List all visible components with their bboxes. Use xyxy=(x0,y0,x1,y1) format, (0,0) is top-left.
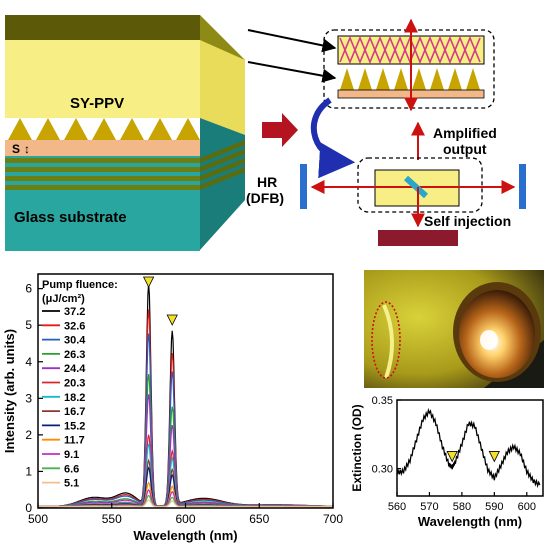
amplified-label-1: Amplified xyxy=(433,125,497,141)
stripes xyxy=(5,140,245,190)
series-line xyxy=(38,443,333,508)
legend-entry: 20.3 xyxy=(64,378,85,390)
plot-frame xyxy=(396,399,544,497)
x-tick-label: 650 xyxy=(249,512,269,526)
layer-label: SY-PPV xyxy=(70,95,124,112)
x-tick-label: 570 xyxy=(420,501,438,513)
hr-label-1: HR xyxy=(257,174,277,190)
pointer-arrow-top xyxy=(247,29,337,53)
x-tick-label: 700 xyxy=(323,512,343,526)
emission-chart: 500 550 600 650 700 0 1 2 3 4 5 6 Wavelength (nm) Int… xyxy=(2,273,343,543)
y-tick-label: 2 xyxy=(25,428,32,442)
legend-entry: 24.4 xyxy=(64,363,86,375)
y-tick-label: 0.30 xyxy=(372,464,393,476)
peak-marker-icon xyxy=(166,314,178,326)
grating-triangles xyxy=(8,118,200,140)
left-mirror xyxy=(300,164,307,209)
legend-entry: 16.7 xyxy=(64,406,85,418)
spacing-label: S xyxy=(12,142,20,156)
spacer-layer xyxy=(5,140,200,156)
x-tick-label: 550 xyxy=(102,512,122,526)
x-tick-label: 600 xyxy=(175,512,195,526)
x-tick-label: 600 xyxy=(518,501,536,513)
x-axis-label: Wavelength (nm) xyxy=(133,528,237,543)
waveguide-detail xyxy=(323,18,495,112)
legend-title-2: (μJ/cm²) xyxy=(42,293,85,305)
y-tick-label: 0.35 xyxy=(372,395,393,407)
extinction-chart: 560 570 580 590 600 0.30 0.35 Wavelength (nm) Ex… xyxy=(350,395,544,529)
legend-entry: 6.6 xyxy=(64,463,79,475)
y-tick-label: 3 xyxy=(25,391,32,405)
curved-arrow-icon xyxy=(310,97,356,179)
block-top-edge xyxy=(5,15,200,40)
legend-entry: 11.7 xyxy=(64,435,85,447)
process-arrow-icon xyxy=(262,113,298,147)
polymer-layer-front xyxy=(5,40,200,118)
substrate-label: Glass substrate xyxy=(14,209,127,226)
extinction-line xyxy=(396,407,541,489)
legend-entry: 37.2 xyxy=(64,306,85,318)
legend-entry: 26.3 xyxy=(64,349,85,361)
legend-entry: 9.1 xyxy=(64,449,79,461)
x-tick-label: 590 xyxy=(485,501,503,513)
peak-marker-icon xyxy=(142,276,155,288)
legend-entry: 32.6 xyxy=(64,320,85,332)
legend-entry: 15.2 xyxy=(64,420,85,432)
x-tick-label: 500 xyxy=(28,512,48,526)
marker-icon xyxy=(446,451,458,463)
y-tick-label: 0 xyxy=(25,501,32,515)
amplified-label-2: output xyxy=(443,141,487,157)
legend-title-1: Pump fluence: xyxy=(42,279,118,291)
right-mirror xyxy=(519,164,526,209)
injection-block xyxy=(378,230,458,246)
polymer-layer-side xyxy=(200,40,245,135)
pointer-arrow-bottom xyxy=(247,61,337,83)
spacing-arrow-icon: ↕ xyxy=(24,142,30,156)
y-tick-label: 6 xyxy=(25,282,32,296)
x-tick-label: 560 xyxy=(388,501,406,513)
sample-photo xyxy=(364,270,544,388)
legend-entry: 5.1 xyxy=(64,478,79,490)
hr-label-2: (DFB) xyxy=(246,190,284,206)
schematic-figure: SY-PPV S ↕ Glass substrate Amplified out… xyxy=(5,15,526,251)
photo-illustration xyxy=(364,270,544,388)
y-tick-label: 1 xyxy=(25,464,32,478)
marker-icon xyxy=(488,451,500,463)
self-injection-label: Self injection xyxy=(424,213,511,229)
x-axis-label: Wavelength (nm) xyxy=(418,514,522,529)
y-axis-label: Intensity (arb. units) xyxy=(2,329,17,453)
x-tick-label: 580 xyxy=(453,501,471,513)
device-block: SY-PPV S ↕ Glass substrate xyxy=(5,15,245,251)
y-tick-label: 5 xyxy=(25,318,32,332)
legend-entry: 30.4 xyxy=(64,335,86,347)
y-tick-label: 4 xyxy=(25,355,32,369)
y-axis-label: Extinction (OD) xyxy=(350,404,364,491)
legend-entry: 18.2 xyxy=(64,392,85,404)
cavity-diagram xyxy=(300,157,526,246)
